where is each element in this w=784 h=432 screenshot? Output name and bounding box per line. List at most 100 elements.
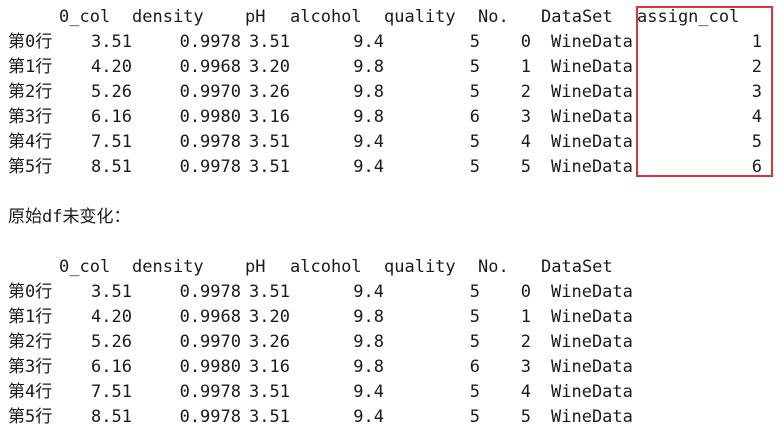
table1-row-1-no: 1 [520, 57, 531, 77]
table1-row-2-assign: 3 [751, 82, 762, 102]
table1-row-2-index: 第2行 [8, 82, 53, 102]
table2-row-4-no: 4 [520, 382, 531, 402]
table1-row-3-density: 0.9980 [179, 107, 241, 127]
table1-row-5-ph: 3.51 [249, 157, 290, 177]
table2-row-1-quality: 5 [469, 307, 480, 327]
table2-row-5-density: 0.9978 [179, 407, 241, 427]
table1-row-2-col0: 5.26 [91, 82, 132, 102]
table1-row-0-ph: 3.51 [249, 32, 290, 52]
table1-row-5-dataset: WineData [551, 157, 633, 177]
table1-row-4-index: 第4行 [8, 132, 53, 152]
table2-row-4-ph: 3.51 [249, 382, 290, 402]
table2-row-4-density: 0.9978 [179, 382, 241, 402]
table1-row-5-col0: 8.51 [91, 157, 132, 177]
table2-row-1-index: 第1行 [8, 307, 53, 327]
table2-row-0-dataset: WineData [551, 282, 633, 302]
table2-row-4-dataset: WineData [551, 382, 633, 402]
table2-row-0-density: 0.9978 [179, 282, 241, 302]
table1-row-4-density: 0.9978 [179, 132, 241, 152]
table2-row-1-density: 0.9968 [179, 307, 241, 327]
table2-row-3-index: 第3行 [8, 357, 53, 377]
table1-row-4-no: 4 [520, 132, 531, 152]
table2-row-1-no: 1 [520, 307, 531, 327]
table2-row-1-ph: 3.20 [249, 307, 290, 327]
table1-row-5-quality: 5 [469, 157, 480, 177]
table2-row-5-alcohol: 9.4 [353, 407, 384, 427]
table2-row-2-quality: 5 [469, 332, 480, 352]
table1-row-4-assign: 5 [751, 132, 762, 152]
table1-row-2-dataset: WineData [551, 82, 633, 102]
table1-header-assign: assign_col [637, 7, 740, 27]
table1-row-0-assign: 1 [751, 32, 762, 52]
table1-header-alcohol: alcohol [290, 7, 362, 27]
table1-row-1-dataset: WineData [551, 57, 633, 77]
table1-row-3-quality: 6 [469, 107, 480, 127]
table2-row-1-col0: 4.20 [91, 307, 132, 327]
table1-row-1-density: 0.9968 [179, 57, 241, 77]
table2-header-alcohol: alcohol [290, 257, 362, 277]
table1-header-col0: 0_col [59, 7, 111, 27]
table1-row-5-index: 第5行 [8, 157, 53, 177]
table2-row-5-quality: 5 [469, 407, 480, 427]
table2-row-5-index: 第5行 [8, 407, 53, 427]
table2-row-3-alcohol: 9.8 [353, 357, 384, 377]
caption-text: 原始df未变化： [8, 207, 131, 227]
table1-header-dataset: DataSet [541, 7, 613, 27]
table2-header-quality: quality [384, 257, 456, 277]
table1-row-5-no: 5 [520, 157, 531, 177]
table2-row-0-alcohol: 9.4 [353, 282, 384, 302]
table1-row-4-alcohol: 9.4 [353, 132, 384, 152]
table2-row-3-dataset: WineData [551, 357, 633, 377]
table2-row-5-ph: 3.51 [249, 407, 290, 427]
table1-row-0-no: 0 [520, 32, 531, 52]
table2-header-density: density [132, 257, 204, 277]
table1-row-0-density: 0.9978 [179, 32, 241, 52]
table1-row-1-alcohol: 9.8 [353, 57, 384, 77]
table1-row-0-alcohol: 9.4 [353, 32, 384, 52]
table1-row-4-dataset: WineData [551, 132, 633, 152]
table2-header-ph: pH [245, 257, 266, 277]
table2-row-4-index: 第4行 [8, 382, 53, 402]
table2-row-2-alcohol: 9.8 [353, 332, 384, 352]
table1-row-0-col0: 3.51 [91, 32, 132, 52]
table1-row-3-assign: 4 [751, 107, 762, 127]
table1-row-3-col0: 6.16 [91, 107, 132, 127]
table1-row-5-assign: 6 [751, 157, 762, 177]
table1-row-2-no: 2 [520, 82, 531, 102]
table1-row-3-index: 第3行 [8, 107, 53, 127]
table2-row-0-col0: 3.51 [91, 282, 132, 302]
table1-header-ph: pH [245, 7, 266, 27]
table1-row-3-ph: 3.16 [249, 107, 290, 127]
table2-row-1-alcohol: 9.8 [353, 307, 384, 327]
table1-row-1-col0: 4.20 [91, 57, 132, 77]
table1-row-2-ph: 3.26 [249, 82, 290, 102]
table2-row-3-quality: 6 [469, 357, 480, 377]
table1-row-1-quality: 5 [469, 57, 480, 77]
table2-row-5-no: 5 [520, 407, 531, 427]
table2-row-0-index: 第0行 [8, 282, 53, 302]
table2-row-2-ph: 3.26 [249, 332, 290, 352]
table2-row-2-density: 0.9970 [179, 332, 241, 352]
table2-row-0-no: 0 [520, 282, 531, 302]
table2-row-4-alcohol: 9.4 [353, 382, 384, 402]
table1-header-quality: quality [384, 7, 456, 27]
table1-row-0-index: 第0行 [8, 32, 53, 52]
table1-row-0-quality: 5 [469, 32, 480, 52]
table1-row-4-col0: 7.51 [91, 132, 132, 152]
table2-row-2-no: 2 [520, 332, 531, 352]
table1-row-3-no: 3 [520, 107, 531, 127]
table2-row-3-density: 0.9980 [179, 357, 241, 377]
assign-col-highlight-box [636, 6, 773, 177]
table2-row-1-dataset: WineData [551, 307, 633, 327]
table1-row-5-density: 0.9978 [179, 157, 241, 177]
table1-row-3-dataset: WineData [551, 107, 633, 127]
table1-row-1-assign: 2 [751, 57, 762, 77]
table2-header-dataset: DataSet [541, 257, 613, 277]
table1-header-no: No. [478, 7, 509, 27]
table2-row-5-col0: 8.51 [91, 407, 132, 427]
table2-row-3-no: 3 [520, 357, 531, 377]
table1-row-1-ph: 3.20 [249, 57, 290, 77]
table2-row-4-quality: 5 [469, 382, 480, 402]
table2-header-col0: 0_col [59, 257, 111, 277]
table2-row-3-col0: 6.16 [91, 357, 132, 377]
